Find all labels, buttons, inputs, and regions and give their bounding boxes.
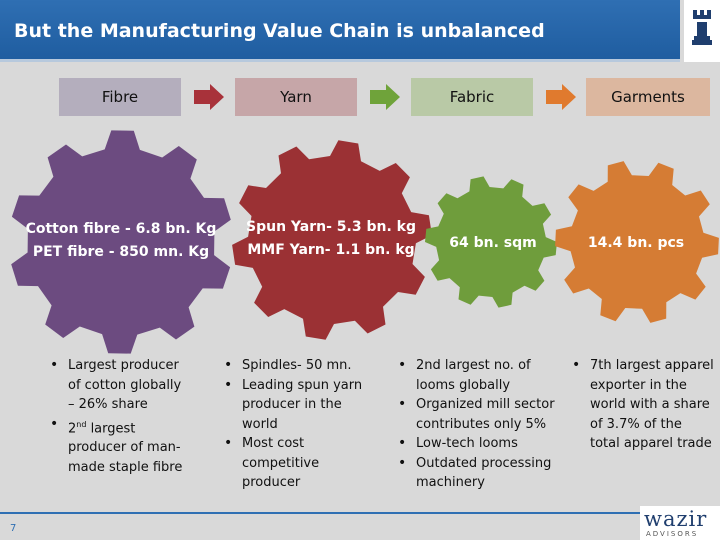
list-line: total apparel trade xyxy=(590,436,712,451)
gear-line: 64 bn. sqm xyxy=(449,235,537,251)
gear-yarn xyxy=(232,140,432,340)
list-line: Outdated processing xyxy=(416,455,552,471)
stage-fibre: Fibre xyxy=(59,78,181,116)
fibre-details: Largest producer of cotton globally – 26… xyxy=(46,356,216,477)
fabric-details: 2nd largest no. of looms globally Organi… xyxy=(394,356,566,493)
gear-line: 14.4 bn. pcs xyxy=(587,235,685,251)
brand-logo: wazir ADVISORS xyxy=(640,506,720,540)
list-line: 7th largest apparel xyxy=(590,358,714,373)
stage-label: Yarn xyxy=(280,88,312,106)
chess-rook-icon xyxy=(692,10,712,45)
list-line: Leading spun yarn xyxy=(242,377,363,393)
list-line: world xyxy=(242,416,278,432)
garments-details: 7th largest apparel exporter in the worl… xyxy=(568,356,718,454)
list-line: producer of man- xyxy=(68,440,181,456)
list-line: made staple fibre xyxy=(68,459,183,475)
page-number: 7 xyxy=(10,523,17,534)
stage-garments: Garments xyxy=(586,78,710,116)
list-item: Largest producer of cotton globally – 26… xyxy=(46,356,216,415)
list-line: Largest producer xyxy=(68,358,179,373)
list-line: competitive xyxy=(242,455,320,471)
page-title: But the Manufacturing Value Chain is unb… xyxy=(14,20,545,42)
list-line: 2nd largest no. of xyxy=(416,358,531,373)
brand-subtitle: ADVISORS xyxy=(646,530,699,538)
list-line: contributes only 5% xyxy=(416,416,547,432)
gear-fibre xyxy=(11,130,231,354)
list-item: Organized mill sector contributes only 5… xyxy=(394,395,566,434)
list-line: Low-tech looms xyxy=(416,436,518,451)
stage-label: Fibre xyxy=(101,88,139,106)
list-line: Most cost xyxy=(242,436,305,451)
brand-name: wazir xyxy=(644,507,708,531)
footer-divider xyxy=(0,512,720,514)
list-line: of 3.7% of the xyxy=(590,416,682,432)
gear-label-fibre: Cotton fibre - 6.8 bn. Kg PET fibre - 85… xyxy=(20,218,222,264)
gear-label-fabric: 64 bn. sqm xyxy=(434,232,552,255)
list-line: Spindles- 50 mn. xyxy=(242,358,352,373)
gear-fabric xyxy=(425,176,557,308)
list-item: Leading spun yarn producer in the world xyxy=(220,376,390,435)
gear-label-yarn: Spun Yarn- 5.3 bn. kg MMF Yarn- 1.1 bn. … xyxy=(238,216,424,262)
stage-yarn: Yarn xyxy=(235,78,357,116)
list-line: Organized mill sector xyxy=(416,397,555,412)
stage-fabric: Fabric xyxy=(411,78,533,116)
logo xyxy=(684,0,720,62)
arrow-right-icon xyxy=(546,84,576,110)
list-line: world with a share xyxy=(590,397,710,412)
list-item: Low-tech looms xyxy=(394,434,566,454)
list-line: machinery xyxy=(416,475,485,490)
arrow-right-icon xyxy=(194,84,224,110)
superscript: nd xyxy=(76,419,87,429)
list-line: 2nd largest xyxy=(68,419,136,436)
gear-label-garments: 14.4 bn. pcs xyxy=(576,232,696,255)
gear-line: PET fibre - 850 mn. Kg xyxy=(32,244,210,260)
list-line: producer xyxy=(242,475,301,490)
title-bar: But the Manufacturing Value Chain is unb… xyxy=(0,0,680,62)
yarn-details: Spindles- 50 mn. Leading spun yarn produ… xyxy=(220,356,390,493)
list-line: – 26% share xyxy=(68,397,148,412)
stage-label: Garments xyxy=(611,88,685,106)
list-line: producer in the xyxy=(242,397,342,412)
list-item: 2nd largest producer of man- made staple… xyxy=(46,415,216,478)
list-item: Spindles- 50 mn. xyxy=(220,356,390,376)
arrow-right-icon xyxy=(370,84,400,110)
gear-line: Spun Yarn- 5.3 bn. kg xyxy=(246,219,416,235)
gear-line: Cotton fibre - 6.8 bn. Kg xyxy=(25,221,217,237)
gear-garments xyxy=(555,161,719,323)
list-item: 7th largest apparel exporter in the worl… xyxy=(568,356,718,454)
list-item: Outdated processing machinery xyxy=(394,454,566,493)
list-item: Most cost competitive producer xyxy=(220,434,390,493)
list-line: exporter in the xyxy=(590,377,687,393)
list-item: 2nd largest no. of looms globally xyxy=(394,356,566,395)
list-line: looms globally xyxy=(416,377,511,393)
gear-line: MMF Yarn- 1.1 bn. kg xyxy=(247,242,415,258)
list-line: of cotton globally xyxy=(68,377,182,393)
stage-label: Fabric xyxy=(449,88,495,106)
